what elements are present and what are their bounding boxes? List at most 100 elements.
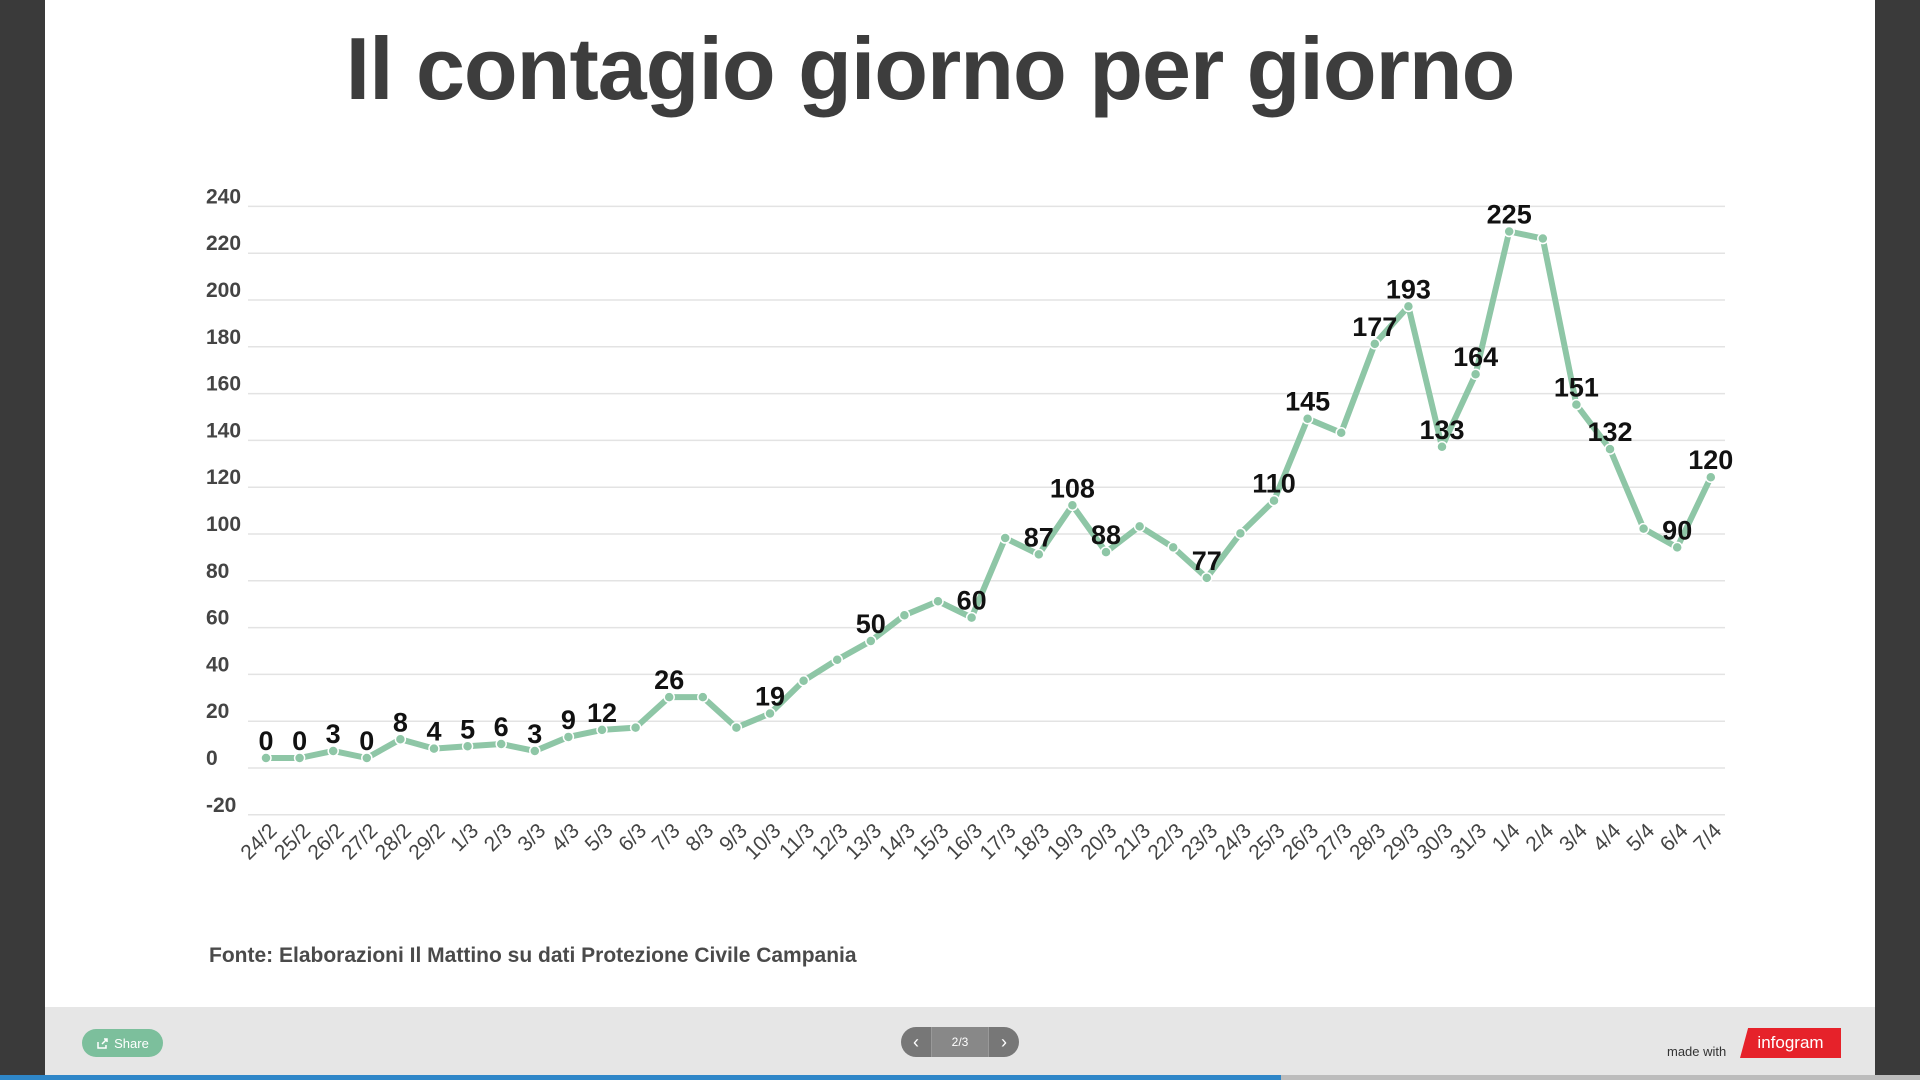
data-point xyxy=(1570,398,1583,411)
x-tick-label: 4/3 xyxy=(547,819,584,856)
data-label: 120 xyxy=(1688,445,1733,475)
data-point xyxy=(1469,368,1482,380)
data-label: 0 xyxy=(359,726,374,756)
data-point xyxy=(797,675,810,687)
x-tick-label: 3/3 xyxy=(513,819,550,856)
source-note: Fonte: Elaborazioni Il Mattino su dati P… xyxy=(209,944,857,967)
data-point xyxy=(730,721,743,734)
x-tick-label: 26/3 xyxy=(1278,819,1323,864)
footer-bar: Share ‹ 2/3 › made with infogram xyxy=(45,1007,1875,1075)
x-tick-label: 25/3 xyxy=(1244,819,1289,864)
next-page-button[interactable]: › xyxy=(989,1027,1019,1057)
x-tick-label: 5/3 xyxy=(581,819,618,856)
data-label: 4 xyxy=(426,717,441,747)
data-point xyxy=(831,653,843,666)
y-tick-label: 240 xyxy=(206,185,241,208)
series-line xyxy=(263,228,1714,761)
data-label: 3 xyxy=(527,719,542,749)
chart-panel xyxy=(45,0,1875,1080)
data-point xyxy=(1369,338,1381,350)
x-tick-label: 24/2 xyxy=(236,819,281,864)
data-label: 6 xyxy=(494,712,509,742)
progress-track xyxy=(0,1075,1920,1080)
data-point xyxy=(1436,441,1448,453)
data-label: 0 xyxy=(292,726,307,756)
x-tick-label: 27/3 xyxy=(1312,819,1357,864)
x-tick-label: 6/4 xyxy=(1656,819,1693,856)
data-point xyxy=(1637,522,1650,535)
data-point xyxy=(1201,572,1213,584)
y-tick-label: 140 xyxy=(206,419,241,442)
data-label: 88 xyxy=(1091,520,1121,550)
data-point xyxy=(293,752,306,764)
page-indicator: 2/3 xyxy=(931,1027,989,1057)
data-label: 87 xyxy=(1024,522,1054,552)
share-button[interactable]: Share xyxy=(82,1029,163,1057)
data-point xyxy=(428,742,440,755)
data-label: 193 xyxy=(1386,274,1431,304)
prev-page-button[interactable]: ‹ xyxy=(901,1027,931,1057)
x-tick-label: 1/3 xyxy=(446,819,483,856)
data-label: 177 xyxy=(1352,312,1397,342)
data-point xyxy=(394,733,407,746)
data-label: 50 xyxy=(856,609,886,639)
x-tick-label: 16/3 xyxy=(942,819,987,864)
data-point xyxy=(1402,300,1415,313)
x-tick-label: 17/3 xyxy=(976,819,1021,864)
x-tick-label: 2/3 xyxy=(480,819,517,856)
x-tick-label: 11/3 xyxy=(775,819,819,863)
data-point xyxy=(327,745,339,757)
data-point xyxy=(495,738,507,750)
x-tick-label: 13/3 xyxy=(841,819,886,864)
share-label: Share xyxy=(114,1035,149,1051)
y-tick-label: 0 xyxy=(206,747,218,770)
y-tick-label: 80 xyxy=(206,560,229,583)
x-tick-label: 29/2 xyxy=(404,819,449,864)
data-point xyxy=(529,745,541,757)
x-tick-label: 20/3 xyxy=(1076,819,1121,864)
data-label: 60 xyxy=(957,586,987,616)
x-tick-label: 10/3 xyxy=(740,819,785,864)
data-label: 0 xyxy=(258,726,273,756)
x-tick-label: 29/3 xyxy=(1379,819,1424,864)
y-tick-label: 40 xyxy=(206,653,229,676)
data-point xyxy=(1503,225,1515,238)
x-tick-label: 18/3 xyxy=(1009,819,1054,864)
data-point xyxy=(1301,412,1314,425)
data-label: 108 xyxy=(1050,473,1095,503)
y-tick-label: 200 xyxy=(206,279,241,302)
data-label: 26 xyxy=(654,665,684,695)
y-axis-ticks: -20 0 20 40 60 80 100 120 140 160 180 200 220 240 xyxy=(206,185,241,816)
data-point xyxy=(1066,499,1079,512)
x-tick-label: 6/3 xyxy=(614,819,651,856)
data-point xyxy=(1671,541,1683,554)
progress-fill xyxy=(0,1075,1281,1080)
data-point xyxy=(764,707,776,720)
data-point xyxy=(1033,548,1045,561)
data-label: 77 xyxy=(1192,546,1222,576)
data-point xyxy=(361,752,373,764)
share-icon xyxy=(97,1037,108,1049)
data-label: 8 xyxy=(393,707,408,737)
data-point xyxy=(865,635,877,647)
infogram-logo[interactable]: infogram xyxy=(1740,1028,1841,1058)
data-point xyxy=(562,731,575,743)
x-tick-label: 27/2 xyxy=(337,819,382,864)
chevron-right-icon: › xyxy=(1001,1031,1007,1052)
x-tick-label: 23/3 xyxy=(1177,819,1222,864)
chevron-left-icon: ‹ xyxy=(913,1031,919,1052)
x-tick-label: 21/3 xyxy=(1110,819,1155,864)
data-labels: 0 0 3 08 4 5 6 3 9 122619506087108887711014517719… xyxy=(258,200,1733,757)
data-point xyxy=(1537,232,1549,245)
data-point xyxy=(965,611,978,624)
data-label: 110 xyxy=(1252,469,1296,499)
x-axis-ticks: 24/225/226/227/228/229/21/32/33/34/35/36… xyxy=(236,819,1726,864)
data-label: 9 xyxy=(561,705,576,735)
data-label: 151 xyxy=(1554,373,1599,403)
x-tick-label: 26/2 xyxy=(304,819,349,864)
x-tick-label: 2/4 xyxy=(1521,819,1558,856)
pager: ‹ 2/3 › xyxy=(901,1027,1019,1057)
y-tick-label: 220 xyxy=(206,232,241,255)
x-tick-label: 8/3 xyxy=(681,819,718,856)
